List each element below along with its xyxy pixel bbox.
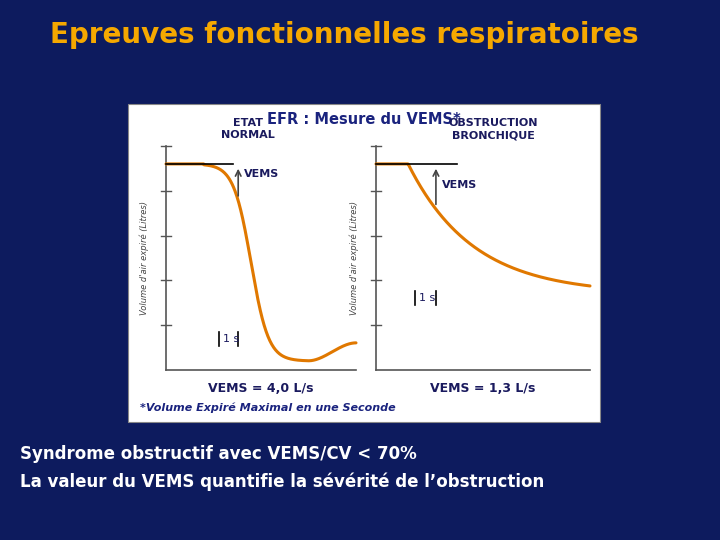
- Text: VEMS: VEMS: [442, 179, 477, 190]
- Text: 1 s: 1 s: [419, 293, 436, 303]
- FancyBboxPatch shape: [128, 104, 600, 422]
- Text: ETAT
NORMAL: ETAT NORMAL: [221, 118, 275, 140]
- Text: Volume d'air expiré (Litres): Volume d'air expiré (Litres): [139, 201, 149, 315]
- Text: Syndrome obstructif avec VEMS/CV < 70%
La valeur du VEMS quantifie la sévérité d: Syndrome obstructif avec VEMS/CV < 70% L…: [20, 444, 544, 491]
- Text: VEMS: VEMS: [244, 170, 279, 179]
- Text: OBSTRUCTION
BRONCHIQUE: OBSTRUCTION BRONCHIQUE: [449, 118, 539, 140]
- Text: Epreuves fonctionnelles respiratoires: Epreuves fonctionnelles respiratoires: [50, 21, 639, 49]
- Text: *Volume Expiré Maximal en une Seconde: *Volume Expiré Maximal en une Seconde: [140, 403, 395, 413]
- Text: Volume d'air expiré (Litres): Volume d'air expiré (Litres): [349, 201, 359, 315]
- Text: EFR : Mesure du VEMS*: EFR : Mesure du VEMS*: [267, 112, 461, 127]
- Text: VEMS = 4,0 L/s: VEMS = 4,0 L/s: [208, 381, 314, 395]
- Text: 1 s: 1 s: [222, 334, 239, 343]
- Text: VEMS = 1,3 L/s: VEMS = 1,3 L/s: [431, 381, 536, 395]
